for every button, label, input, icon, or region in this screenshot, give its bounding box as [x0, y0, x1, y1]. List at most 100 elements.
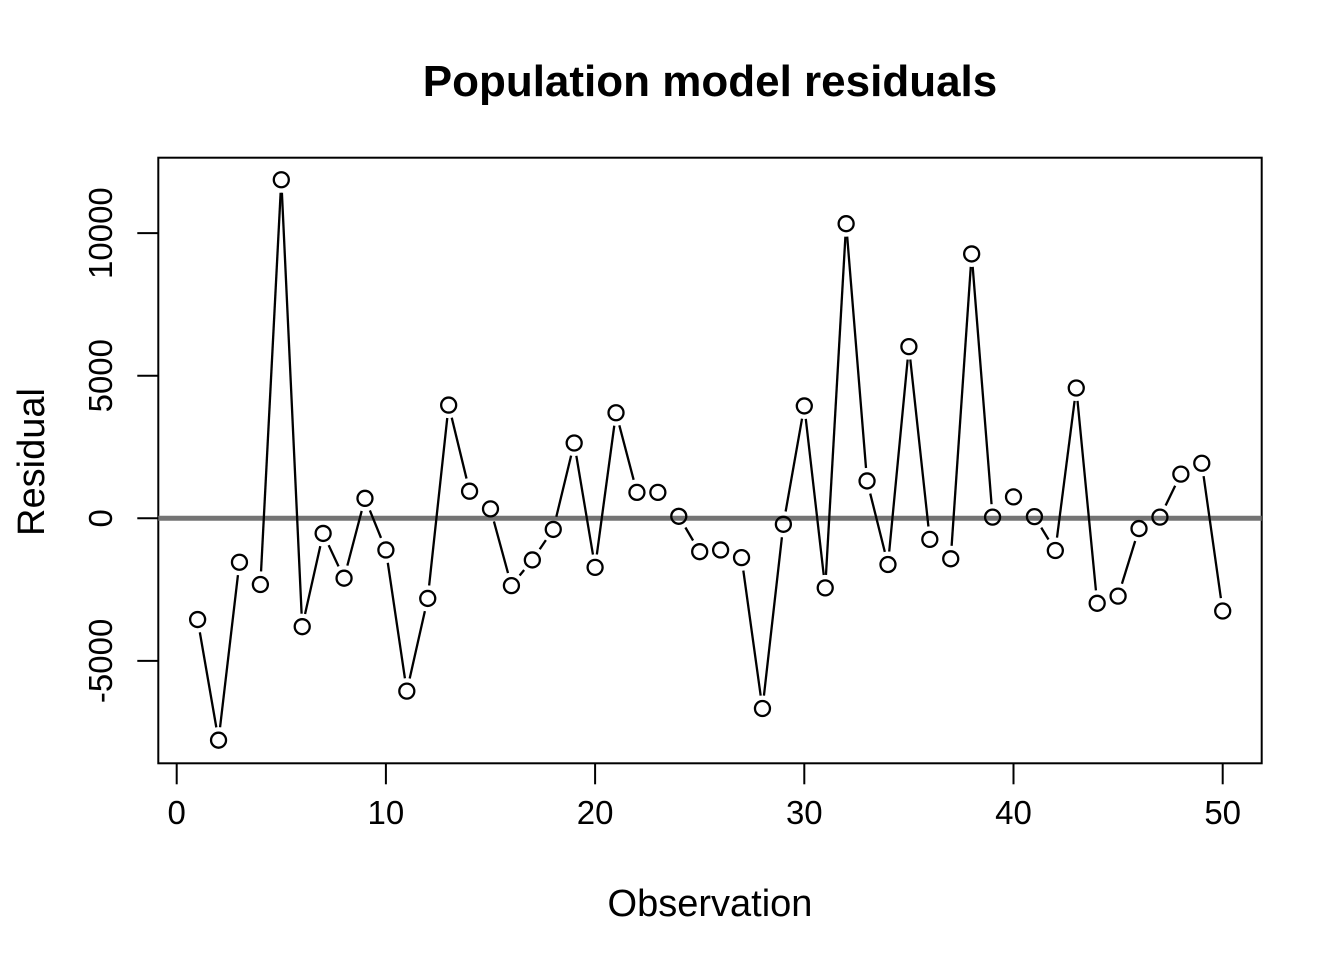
data-point — [440, 396, 458, 414]
data-point — [272, 171, 290, 189]
axis-ticks-group: 0 10 20 30 40 50 -5000 0 5000 10000 — [82, 187, 1241, 831]
data-point — [356, 489, 374, 507]
x-axis-label: Observation — [608, 883, 813, 925]
connector-segment — [303, 545, 322, 615]
data-point — [1172, 465, 1190, 483]
x-tick-label: 20 — [577, 794, 614, 831]
chart-title: Population model residuals — [423, 57, 998, 106]
connector-segment — [618, 425, 635, 481]
connector-segment — [427, 417, 449, 586]
data-point — [1025, 507, 1044, 526]
data-point — [1130, 519, 1148, 538]
data-point — [732, 549, 751, 567]
data-point — [691, 543, 709, 561]
data-point — [481, 500, 500, 518]
data-point — [398, 682, 416, 700]
connector-segment — [1076, 400, 1098, 591]
data-point — [335, 569, 353, 587]
y-tick-label: 5000 — [82, 339, 119, 412]
data-point — [565, 434, 583, 452]
connector-segment — [824, 236, 847, 575]
connector-segment — [538, 539, 547, 550]
connector-segment — [742, 570, 762, 696]
data-point — [1214, 602, 1232, 620]
data-point — [293, 618, 311, 636]
connector-segment — [386, 562, 407, 679]
connector-segment — [869, 493, 886, 553]
connector-segment — [1164, 485, 1177, 506]
data-point — [1193, 454, 1211, 472]
data-point — [858, 472, 876, 490]
x-tick-label: 50 — [1204, 794, 1241, 831]
connector-segment — [1055, 400, 1076, 538]
data-point — [523, 551, 541, 569]
data-point — [774, 515, 793, 533]
data-point — [711, 541, 730, 559]
x-tick-label: 40 — [995, 794, 1032, 831]
data-point — [251, 575, 270, 594]
data-point — [502, 576, 521, 595]
data-point — [628, 483, 646, 501]
data-point — [670, 507, 688, 525]
connector-segment — [327, 544, 340, 567]
connector-segment — [218, 574, 240, 728]
data-point — [1088, 594, 1106, 612]
series-points-group — [188, 171, 1232, 749]
y-tick-label: 10000 — [82, 187, 119, 279]
connector-segment — [684, 526, 695, 542]
data-point — [942, 550, 960, 568]
connector-segment — [804, 418, 825, 576]
data-point — [314, 524, 332, 543]
connector-segment — [971, 266, 993, 505]
x-tick-label: 10 — [368, 794, 405, 831]
connector-segment — [950, 266, 972, 546]
data-point — [837, 215, 855, 233]
data-point — [753, 699, 772, 718]
data-point — [1109, 587, 1127, 605]
y-tick-label: -5000 — [82, 619, 119, 703]
data-point — [1067, 379, 1085, 397]
connector-segment — [909, 359, 930, 527]
data-point — [795, 397, 813, 415]
connector-segment — [784, 418, 804, 512]
data-point — [649, 483, 667, 501]
connector-segment — [846, 236, 868, 469]
data-point — [544, 520, 562, 539]
x-tick-label: 0 — [168, 794, 186, 831]
data-point — [1046, 541, 1064, 560]
data-point — [879, 555, 897, 574]
connector-segment — [346, 510, 363, 566]
connector-segment — [259, 192, 282, 572]
plot-border — [157, 156, 1263, 765]
connector-segment — [198, 632, 218, 728]
connector-segment — [575, 455, 595, 555]
connector-segment — [450, 417, 468, 479]
data-point — [900, 337, 918, 356]
data-point — [230, 553, 249, 571]
connector-segment — [1202, 475, 1223, 599]
data-point — [607, 404, 625, 422]
connector-segment — [595, 425, 616, 555]
connector-segment — [1040, 527, 1050, 541]
y-axis-label: Residual — [11, 388, 53, 536]
data-point — [377, 541, 395, 559]
data-point — [586, 558, 604, 577]
data-point — [1004, 488, 1023, 506]
connector-segment — [555, 455, 573, 518]
x-tick-label: 30 — [786, 794, 823, 831]
data-point — [209, 731, 228, 749]
y-tick-label: 0 — [82, 509, 119, 527]
connector-segment — [368, 509, 383, 539]
series-line-segments-group — [198, 192, 1223, 728]
connector-segment — [408, 610, 426, 679]
connector-segment — [492, 521, 510, 574]
data-point — [816, 579, 834, 597]
data-point — [419, 589, 437, 608]
data-point — [921, 530, 939, 549]
connector-segment — [1120, 540, 1137, 585]
data-point — [460, 482, 479, 500]
data-point — [188, 610, 207, 629]
connector-segment — [518, 569, 526, 577]
